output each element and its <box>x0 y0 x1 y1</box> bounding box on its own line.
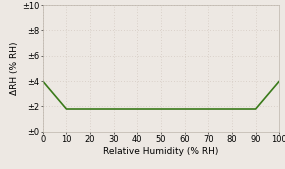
X-axis label: Relative Humidity (% RH): Relative Humidity (% RH) <box>103 147 219 156</box>
Y-axis label: ΔRH (% RH): ΔRH (% RH) <box>10 42 19 95</box>
